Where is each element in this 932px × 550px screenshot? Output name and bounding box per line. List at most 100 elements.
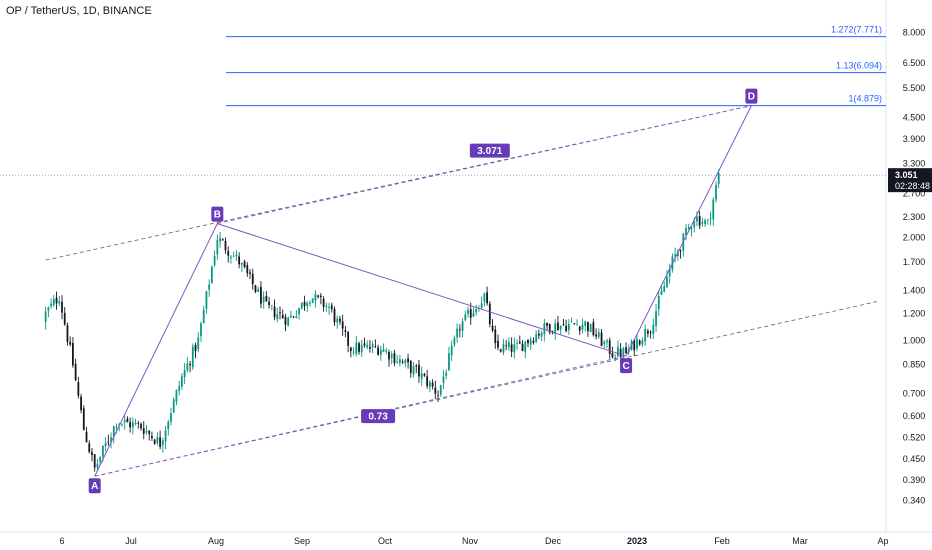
candle-body bbox=[420, 373, 423, 379]
candle-body bbox=[284, 316, 287, 325]
candle-body bbox=[674, 254, 677, 257]
candle-body bbox=[581, 324, 584, 330]
candle-body bbox=[246, 265, 249, 274]
candle-body bbox=[270, 305, 273, 306]
channel-line bbox=[45, 105, 752, 261]
price-tick-label: 1.000 bbox=[903, 335, 926, 345]
candle-body bbox=[557, 322, 559, 331]
candle-body bbox=[450, 345, 453, 356]
candle-body bbox=[559, 325, 562, 330]
candle-body bbox=[494, 329, 497, 343]
candle-body bbox=[52, 299, 55, 306]
candle-body bbox=[483, 293, 486, 302]
candle-body bbox=[524, 341, 527, 353]
candle-body bbox=[265, 295, 268, 302]
candle-body bbox=[221, 239, 224, 241]
candle-body bbox=[687, 227, 690, 229]
candle-body bbox=[698, 216, 701, 226]
candle-body bbox=[679, 250, 682, 252]
candle-body bbox=[625, 347, 627, 354]
price-tick-label: 2.700 bbox=[903, 188, 926, 198]
candle-body bbox=[74, 363, 77, 381]
candle-body bbox=[603, 341, 606, 345]
candle-body bbox=[355, 342, 358, 354]
candle-body bbox=[554, 323, 557, 334]
candle-body bbox=[175, 390, 178, 402]
candle-body bbox=[172, 399, 175, 413]
candle-body bbox=[505, 345, 508, 347]
candle-body bbox=[107, 441, 110, 443]
candle-body bbox=[717, 173, 720, 184]
candle-body bbox=[704, 220, 706, 225]
candle-body bbox=[551, 330, 554, 332]
candle-body bbox=[352, 352, 355, 354]
candle-body bbox=[55, 297, 58, 304]
candle-body bbox=[63, 312, 66, 325]
time-tick-label: Mar bbox=[792, 536, 808, 546]
candle-body bbox=[461, 321, 464, 331]
candle-body bbox=[636, 338, 638, 349]
candle-body bbox=[347, 331, 350, 346]
candle-body bbox=[486, 292, 488, 304]
pattern-point-label: A bbox=[91, 481, 98, 492]
candle-body bbox=[518, 341, 521, 344]
channel-ratio-box bbox=[469, 143, 510, 158]
candle-body bbox=[491, 325, 494, 331]
chart-title: OP / TetherUS, 1D, BINANCE bbox=[6, 5, 152, 17]
fib-level-label: 1(4.879) bbox=[848, 94, 882, 104]
candles bbox=[44, 168, 720, 472]
time-tick-label: 6 bbox=[59, 536, 64, 546]
candle-body bbox=[58, 301, 61, 304]
candle-body bbox=[85, 431, 88, 443]
candle-body bbox=[93, 454, 96, 468]
candle-body bbox=[99, 457, 102, 462]
candle-body bbox=[535, 334, 538, 342]
candle-body bbox=[426, 376, 429, 387]
candle-body bbox=[576, 324, 578, 326]
candle-body bbox=[676, 251, 679, 257]
candle-body bbox=[191, 346, 194, 368]
candle-body bbox=[91, 451, 93, 456]
candle-body bbox=[303, 301, 306, 306]
candle-body bbox=[181, 376, 183, 387]
candle-body bbox=[134, 422, 137, 425]
pattern-point-label: C bbox=[622, 361, 629, 372]
candle-body bbox=[328, 306, 330, 308]
ac-diagonal bbox=[94, 355, 627, 477]
candle-body bbox=[322, 298, 325, 307]
candle-body bbox=[666, 277, 668, 287]
candle-body bbox=[262, 296, 265, 303]
candle-body bbox=[428, 382, 431, 388]
time-axis[interactable]: 6 Jul Aug Sep Oct Nov Dec 2023 Feb Mar Ap bbox=[59, 536, 888, 546]
candle-body bbox=[644, 328, 647, 342]
candle-body bbox=[529, 339, 532, 345]
candle-body bbox=[339, 318, 341, 322]
pattern-point-marker bbox=[620, 358, 633, 374]
time-tick-label: Nov bbox=[462, 536, 479, 546]
candle-body bbox=[279, 312, 281, 314]
price-axis[interactable]: 8.000 6.500 5.500 4.500 3.900 3.300 2.700 2.300… bbox=[903, 27, 926, 505]
candle-body bbox=[115, 426, 118, 428]
pattern-point-marker bbox=[88, 478, 101, 494]
candle-body bbox=[570, 321, 573, 323]
candle-body bbox=[499, 349, 502, 352]
candle-body bbox=[412, 366, 415, 375]
price-tick-label: 0.600 bbox=[903, 411, 926, 421]
candle-body bbox=[608, 340, 611, 354]
candle-body bbox=[197, 337, 200, 349]
candle-body bbox=[202, 309, 205, 323]
candle-body bbox=[516, 343, 518, 344]
candle-body bbox=[565, 325, 568, 332]
candle-body bbox=[396, 361, 399, 363]
candle-body bbox=[309, 302, 311, 304]
candle-body bbox=[213, 256, 216, 265]
channel-ratio-box bbox=[361, 409, 396, 424]
time-tick-label: Aug bbox=[208, 536, 224, 546]
candle-body bbox=[50, 303, 52, 307]
candle-body bbox=[112, 426, 115, 437]
time-tick-label: Ap bbox=[877, 536, 888, 546]
candle-body bbox=[445, 372, 448, 376]
candle-body bbox=[502, 344, 505, 353]
candle-body bbox=[652, 324, 655, 335]
